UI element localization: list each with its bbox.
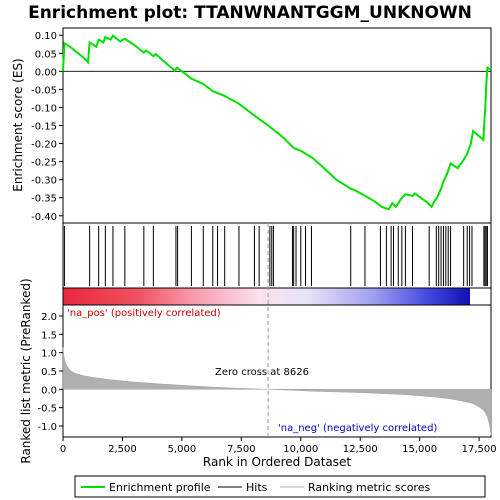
es-y-tick-label: -0.20 [31, 140, 57, 151]
es-y-tick-label: -0.25 [31, 158, 57, 169]
metric-y-tick-label: 0.5 [41, 367, 57, 378]
metric-y-ticks: 2.0 1.5 1.0 0.5 0.0 -0.5 -1.0 [37, 312, 63, 433]
metric-y-tick-label: -1.0 [37, 422, 57, 433]
es-y-tick-label: -0.40 [31, 212, 57, 223]
es-y-tick-label: 0.10 [35, 31, 57, 42]
metric-y-tick-label: 2.0 [41, 312, 57, 323]
metric-y-tick-label: -0.5 [37, 404, 57, 415]
x-tick-label: 15,000 [402, 444, 437, 455]
es-y-tick-label: -0.10 [31, 103, 57, 114]
metric-panel-frame [62, 304, 492, 438]
es-y-tick-label: -0.05 [31, 85, 57, 96]
es-y-ticks: 0.10 0.05 0.00 -0.05 -0.10 -0.15 -0.20 -0.25 -0.… [31, 31, 63, 223]
x-axis-label: Rank in Ordered Dataset [203, 455, 351, 469]
rank-color-bar-fill [63, 288, 470, 305]
legend-label-enrichment: Enrichment profile [109, 481, 211, 494]
x-tick-label: 7,500 [227, 444, 256, 455]
pos-correlated-label: 'na_pos' (positively correlated) [67, 308, 221, 319]
es-panel: 0.10 0.05 0.00 -0.05 -0.10 -0.15 -0.20 -0.25 -0.… [11, 27, 492, 224]
legend-label-ranking: Ranking metric scores [308, 481, 430, 494]
es-y-tick-label: 0.00 [35, 67, 57, 78]
x-tick-label: 10,000 [283, 444, 318, 455]
neg-correlated-label: 'na_neg' (negatively correlated) [278, 423, 437, 434]
enrichment-profile-line [62, 34, 492, 211]
ranking-metric-area [62, 347, 492, 436]
hits-panel [62, 222, 492, 289]
es-y-tick-label: 0.05 [35, 49, 57, 60]
metric-y-tick-label: 0.0 [41, 385, 57, 396]
legend-label-hits: Hits [246, 481, 268, 494]
legend: Enrichment profile Hits Ranking metric s… [74, 475, 486, 498]
es-y-tick-label: -0.35 [31, 194, 57, 205]
x-tick-label: 0 [60, 444, 66, 455]
chart-title: Enrichment plot: TTANWNANTGGM_UNKNOWN [28, 3, 472, 23]
es-y-tick-label: -0.30 [31, 176, 57, 187]
es-y-axis-label: Enrichment score (ES) [11, 58, 25, 191]
zero-cross-label: Zero cross at 8626 [215, 367, 309, 378]
hits-panel-frame [62, 222, 492, 289]
es-panel-frame [62, 27, 492, 224]
x-axis: 0 2,500 5,000 7,500 10,000 12,500 15,000 17,500 [60, 437, 497, 455]
x-tick-label: 5,000 [168, 444, 197, 455]
metric-panel: 2.0 1.5 1.0 0.5 0.0 -0.5 -1.0 'na_pos' (positi… [19, 223, 492, 464]
rank-color-bar [62, 287, 492, 306]
x-tick-label: 2,500 [108, 444, 137, 455]
x-tick-label: 12,500 [343, 444, 378, 455]
metric-y-tick-label: 1.0 [41, 349, 57, 360]
hit-marks [63, 226, 488, 286]
es-y-tick-label: -0.15 [31, 122, 57, 133]
metric-y-axis-label: Ranked list metric (PreRanked) [19, 278, 33, 463]
metric-y-tick-label: 1.5 [41, 330, 57, 341]
x-tick-label: 17,500 [462, 444, 497, 455]
